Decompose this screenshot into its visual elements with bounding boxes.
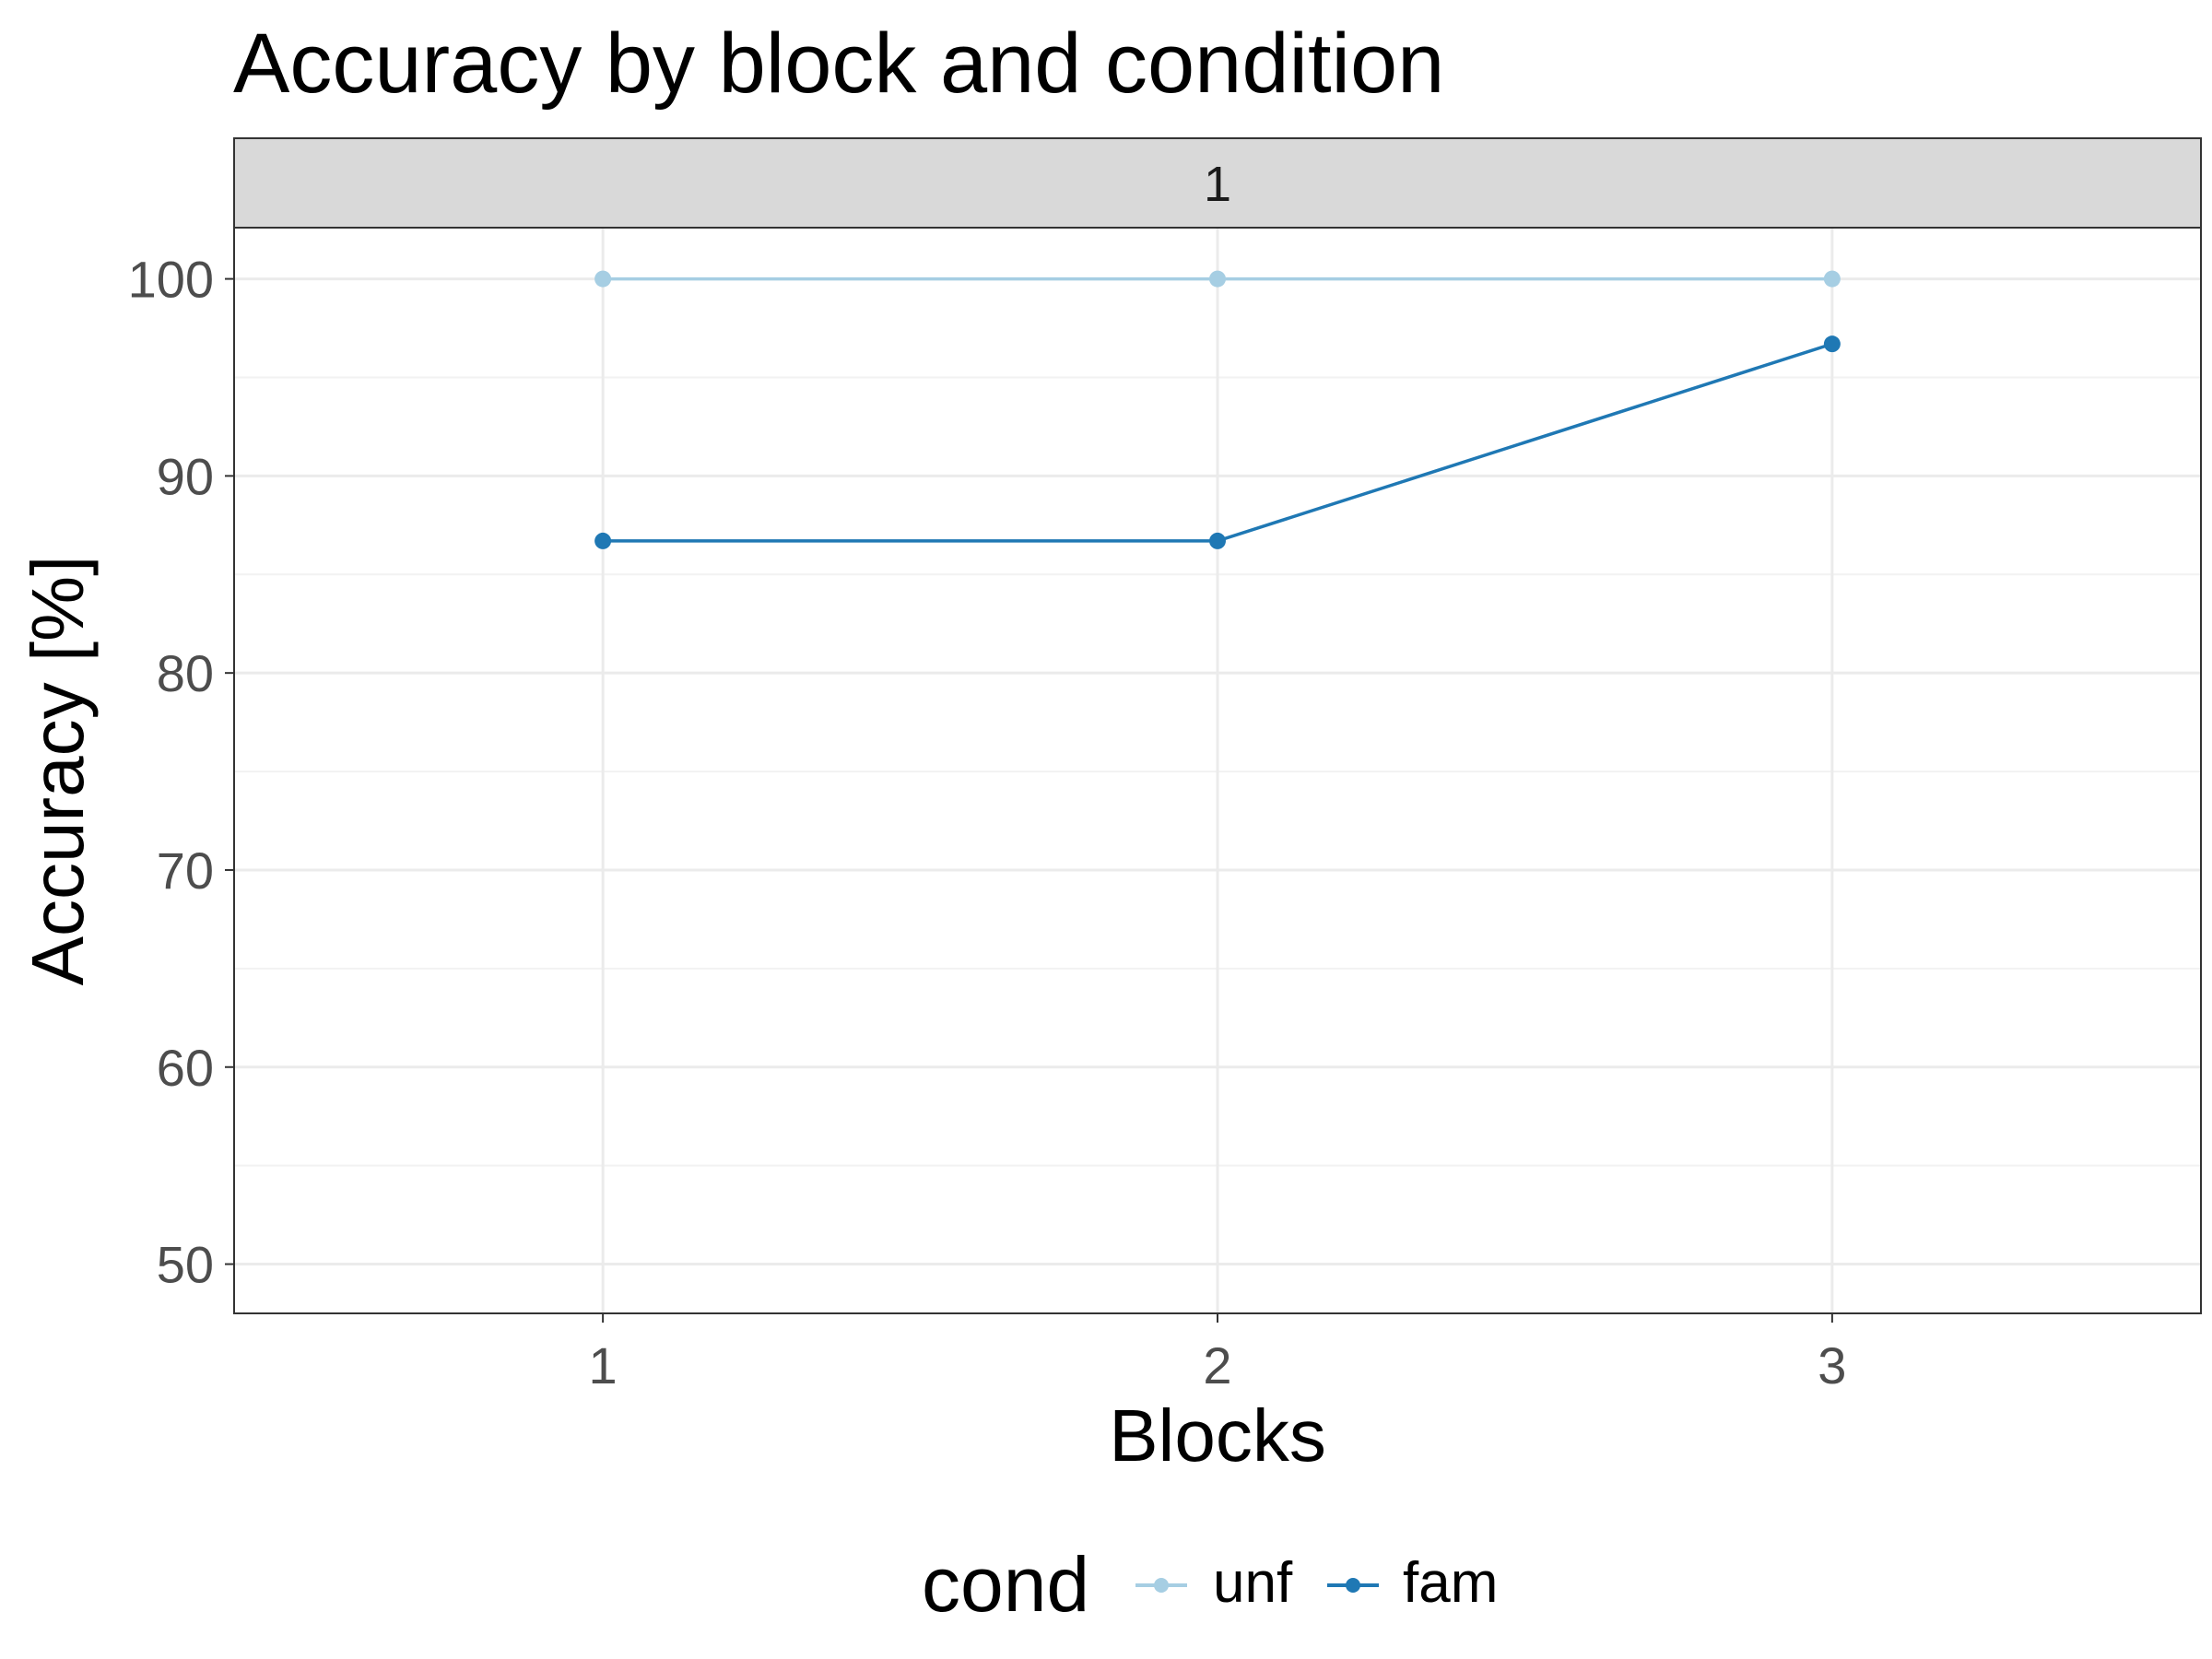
legend-item-fam: fam (1327, 1551, 1498, 1615)
x-tick-label: 3 (1818, 1336, 1846, 1394)
data-point-fam (1823, 335, 1841, 353)
facet-strip-label: 1 (1204, 157, 1231, 212)
legend-label-unf: unf (1213, 1551, 1293, 1615)
chart-title: Accuracy by block and condition (233, 17, 1444, 111)
legend-key-unf-point (1154, 1578, 1169, 1593)
y-tick-label: 70 (157, 841, 214, 900)
y-tick-label: 50 (157, 1236, 214, 1294)
y-tick-label: 60 (157, 1039, 214, 1097)
legend-title: cond (922, 1541, 1089, 1628)
data-point-unf (594, 270, 612, 288)
y-tick-label: 100 (128, 251, 214, 309)
x-axis: 1 2 3 (589, 1313, 1846, 1394)
x-axis-label: Blocks (1109, 1394, 1326, 1477)
y-axis: 50 60 70 80 90 100 (128, 251, 234, 1294)
legend: cond unf fam (922, 1541, 1498, 1628)
y-axis-label: Accuracy [%] (17, 556, 99, 986)
facet-strip (233, 137, 2202, 229)
x-tick-label: 2 (1203, 1336, 1231, 1394)
data-point-fam (594, 532, 612, 549)
legend-label-fam: fam (1403, 1551, 1498, 1615)
y-tick-label: 90 (157, 447, 214, 505)
x-tick-label: 1 (589, 1336, 618, 1394)
series-layer (594, 270, 1841, 549)
legend-item-unf: unf (1135, 1551, 1293, 1615)
data-point-fam (1209, 532, 1226, 549)
data-point-unf (1209, 270, 1226, 288)
grid (234, 228, 2201, 1313)
y-tick-label: 80 (157, 644, 214, 702)
data-point-unf (1823, 270, 1841, 288)
legend-key-fam-point (1346, 1578, 1360, 1593)
